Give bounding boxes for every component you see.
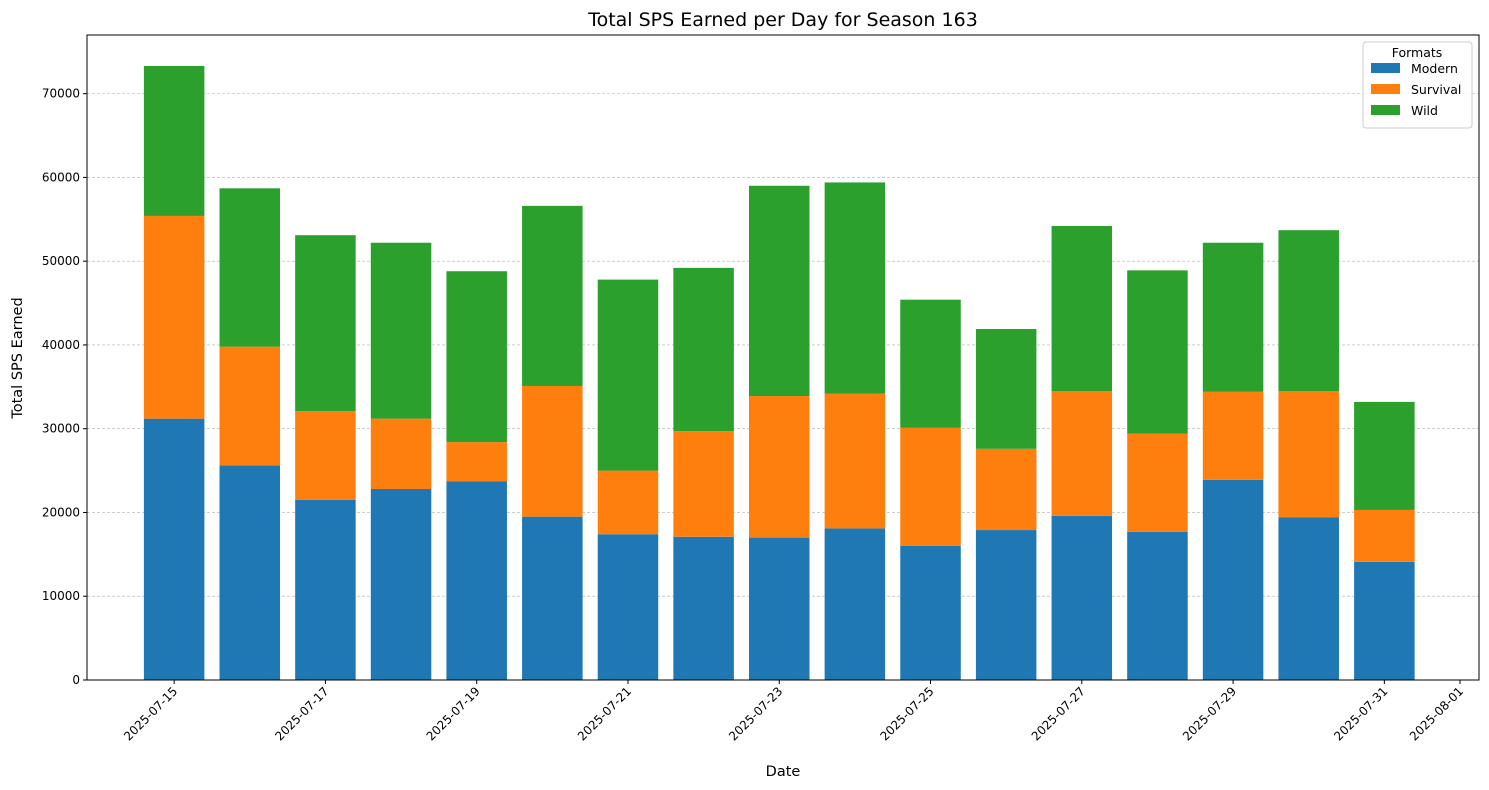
bar-survival-2025-07-26 xyxy=(975,448,1037,531)
y-tick-label: 40000 xyxy=(42,338,80,352)
bar-wild-2025-07-31 xyxy=(1354,401,1415,510)
bars xyxy=(143,65,1415,680)
x-tick-label: 2025-08-01 xyxy=(1407,684,1466,743)
bar-modern-2025-07-31 xyxy=(1354,561,1415,680)
bar-wild-2025-07-25 xyxy=(900,299,961,428)
bar-wild-2025-07-17 xyxy=(295,235,356,412)
bar-modern-2025-07-27 xyxy=(1051,515,1113,680)
bar-survival-2025-07-18 xyxy=(370,418,432,490)
bar-survival-2025-07-22 xyxy=(673,431,734,537)
y-tick-label: 30000 xyxy=(42,422,80,436)
legend-label-modern: Modern xyxy=(1411,61,1458,76)
bar-wild-2025-07-30 xyxy=(1278,230,1339,392)
x-tick-label: 2025-07-17 xyxy=(272,684,331,743)
bar-modern-2025-07-23 xyxy=(748,537,810,680)
y-tick-label: 10000 xyxy=(42,589,80,603)
y-tick-label: 20000 xyxy=(42,505,80,519)
bar-wild-2025-07-18 xyxy=(370,242,432,419)
bar-survival-2025-07-19 xyxy=(446,442,507,482)
legend-title: Formats xyxy=(1392,45,1443,60)
bar-survival-2025-07-30 xyxy=(1278,391,1339,518)
bar-wild-2025-07-19 xyxy=(446,271,507,443)
x-tick-label: 2025-07-31 xyxy=(1331,684,1390,743)
bar-survival-2025-07-25 xyxy=(900,427,961,546)
legend-label-survival: Survival xyxy=(1411,82,1461,97)
bar-survival-2025-07-23 xyxy=(748,396,810,538)
x-tick-label: 2025-07-15 xyxy=(121,684,180,743)
bar-wild-2025-07-26 xyxy=(975,329,1037,449)
bar-wild-2025-07-28 xyxy=(1127,270,1188,434)
bar-modern-2025-07-21 xyxy=(597,534,659,680)
bar-modern-2025-07-26 xyxy=(975,530,1037,680)
bar-survival-2025-07-31 xyxy=(1354,509,1415,562)
x-tick-label: 2025-07-27 xyxy=(1029,684,1088,743)
bar-wild-2025-07-16 xyxy=(219,188,281,347)
x-tick-label: 2025-07-19 xyxy=(424,684,483,743)
y-axis-title: Total SPS Earned xyxy=(10,297,26,419)
x-tick-label: 2025-07-25 xyxy=(877,684,936,743)
legend-swatch-survival xyxy=(1371,84,1400,94)
bar-modern-2025-07-22 xyxy=(673,536,734,680)
bar-modern-2025-07-15 xyxy=(143,418,205,680)
bar-survival-2025-07-15 xyxy=(143,215,205,419)
bar-wild-2025-07-24 xyxy=(824,182,886,394)
chart-title: Total SPS Earned per Day for Season 163 xyxy=(587,9,978,31)
x-tick-label: 2025-07-23 xyxy=(726,684,785,743)
bar-wild-2025-07-27 xyxy=(1051,225,1113,392)
y-tick-label: 50000 xyxy=(42,254,80,268)
legend-swatch-modern xyxy=(1371,63,1400,73)
bar-wild-2025-07-15 xyxy=(143,65,205,216)
bar-wild-2025-07-21 xyxy=(597,279,659,471)
bar-modern-2025-07-28 xyxy=(1127,531,1188,680)
bar-modern-2025-07-16 xyxy=(219,465,281,680)
x-tick-label: 2025-07-29 xyxy=(1180,684,1239,743)
x-axis: 2025-07-15 2025-07-17 2025-07-19 2025-07-21… xyxy=(121,680,1466,743)
bar-modern-2025-07-25 xyxy=(900,545,961,680)
bar-modern-2025-07-19 xyxy=(446,481,507,680)
bar-survival-2025-07-27 xyxy=(1051,391,1113,516)
bar-wild-2025-07-20 xyxy=(522,205,583,386)
x-axis-title: Date xyxy=(766,764,801,780)
legend-label-wild: Wild xyxy=(1411,103,1438,118)
bar-survival-2025-07-20 xyxy=(522,385,583,517)
bar-modern-2025-07-20 xyxy=(522,516,583,680)
legend-swatch-wild xyxy=(1371,105,1400,115)
y-tick-label: 70000 xyxy=(42,87,80,101)
bar-modern-2025-07-29 xyxy=(1202,479,1264,680)
bar-wild-2025-07-22 xyxy=(673,267,734,432)
bar-wild-2025-07-29 xyxy=(1202,242,1264,392)
y-tick-label: 0 xyxy=(72,673,80,687)
bar-modern-2025-07-24 xyxy=(824,528,886,680)
bar-survival-2025-07-24 xyxy=(824,393,886,529)
bar-modern-2025-07-30 xyxy=(1278,517,1339,680)
bar-survival-2025-07-16 xyxy=(219,346,281,466)
bar-modern-2025-07-18 xyxy=(370,489,432,680)
bar-wild-2025-07-23 xyxy=(748,185,810,397)
plot-frame xyxy=(86,34,1480,681)
bar-survival-2025-07-29 xyxy=(1202,391,1264,480)
bar-survival-2025-07-17 xyxy=(295,411,356,500)
x-tick-label: 2025-07-21 xyxy=(575,684,634,743)
y-axis: 0 10000 20000 30000 40000 50000 60000 70000 xyxy=(42,87,87,687)
bar-survival-2025-07-21 xyxy=(597,470,659,535)
legend: Formats Modern Survival Wild xyxy=(1362,41,1473,129)
y-tick-label: 60000 xyxy=(42,170,80,184)
bar-survival-2025-07-28 xyxy=(1127,433,1188,532)
bar-modern-2025-07-17 xyxy=(295,499,356,680)
